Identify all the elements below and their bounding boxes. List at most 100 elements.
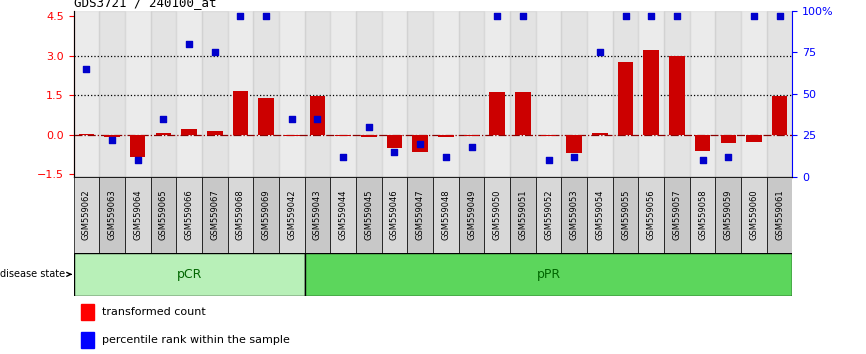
Bar bbox=[74, 253, 305, 296]
Text: GSM559044: GSM559044 bbox=[339, 190, 347, 240]
Bar bbox=[669, 56, 684, 135]
Text: percentile rank within the sample: percentile rank within the sample bbox=[102, 335, 290, 345]
Text: disease state: disease state bbox=[0, 269, 71, 279]
Text: GSM559046: GSM559046 bbox=[390, 190, 399, 240]
Bar bbox=[407, 177, 433, 253]
Bar bbox=[100, 11, 125, 177]
Bar bbox=[407, 11, 433, 177]
Bar bbox=[695, 135, 710, 150]
Bar bbox=[177, 177, 202, 253]
Bar bbox=[536, 177, 561, 253]
Text: GSM559063: GSM559063 bbox=[107, 190, 117, 240]
Bar bbox=[536, 11, 561, 177]
Bar bbox=[151, 11, 177, 177]
Bar bbox=[130, 135, 145, 157]
Bar bbox=[228, 11, 253, 177]
Bar bbox=[438, 135, 454, 137]
Bar bbox=[81, 304, 94, 320]
Bar bbox=[540, 135, 556, 136]
Bar bbox=[510, 177, 536, 253]
Point bbox=[105, 138, 119, 143]
Point bbox=[516, 13, 530, 18]
Bar bbox=[484, 11, 510, 177]
Point bbox=[464, 144, 478, 150]
Bar bbox=[766, 177, 792, 253]
Text: GSM559051: GSM559051 bbox=[519, 190, 527, 240]
Point bbox=[157, 116, 171, 122]
Bar bbox=[715, 11, 741, 177]
Text: GSM559068: GSM559068 bbox=[236, 190, 245, 240]
Bar bbox=[356, 11, 382, 177]
Text: GSM559057: GSM559057 bbox=[672, 190, 682, 240]
Point bbox=[593, 50, 607, 55]
Text: GSM559049: GSM559049 bbox=[467, 190, 476, 240]
Text: pCR: pCR bbox=[177, 268, 202, 281]
Bar bbox=[335, 135, 351, 136]
Bar bbox=[125, 177, 151, 253]
Bar bbox=[689, 11, 715, 177]
Bar bbox=[258, 98, 274, 135]
Point bbox=[208, 50, 222, 55]
Bar bbox=[433, 11, 459, 177]
Text: GSM559065: GSM559065 bbox=[159, 190, 168, 240]
Text: GSM559047: GSM559047 bbox=[416, 190, 424, 240]
Bar bbox=[207, 131, 223, 135]
Bar bbox=[489, 92, 505, 135]
Text: GSM559058: GSM559058 bbox=[698, 190, 707, 240]
Bar bbox=[433, 177, 459, 253]
Point bbox=[747, 13, 761, 18]
Text: GSM559062: GSM559062 bbox=[82, 190, 91, 240]
Point bbox=[259, 13, 273, 18]
Bar bbox=[561, 177, 587, 253]
Bar bbox=[721, 135, 736, 143]
Bar bbox=[464, 135, 479, 136]
Text: GDS3721 / 240100_at: GDS3721 / 240100_at bbox=[74, 0, 216, 10]
Point bbox=[670, 13, 684, 18]
Bar bbox=[643, 50, 659, 135]
Text: GSM559045: GSM559045 bbox=[365, 190, 373, 240]
Point bbox=[618, 13, 632, 18]
Bar bbox=[617, 62, 633, 135]
Bar bbox=[766, 11, 792, 177]
Bar bbox=[74, 11, 100, 177]
Point bbox=[336, 154, 350, 160]
Bar bbox=[592, 133, 608, 135]
Point bbox=[721, 154, 735, 160]
Point bbox=[131, 158, 145, 163]
Bar bbox=[81, 332, 94, 348]
Bar bbox=[459, 177, 484, 253]
Bar bbox=[746, 135, 761, 142]
Bar bbox=[305, 253, 792, 296]
Bar bbox=[233, 91, 249, 135]
Bar bbox=[310, 96, 326, 135]
Point bbox=[567, 154, 581, 160]
Bar bbox=[587, 11, 612, 177]
Text: GSM559066: GSM559066 bbox=[184, 190, 194, 240]
Text: GSM559069: GSM559069 bbox=[262, 190, 271, 240]
Bar bbox=[279, 177, 305, 253]
Bar bbox=[305, 177, 330, 253]
Bar bbox=[228, 177, 253, 253]
Text: GSM559059: GSM559059 bbox=[724, 190, 733, 240]
Text: pPR: pPR bbox=[536, 268, 560, 281]
Point bbox=[388, 149, 402, 155]
Bar bbox=[284, 135, 300, 136]
Text: GSM559052: GSM559052 bbox=[544, 190, 553, 240]
Text: GSM559064: GSM559064 bbox=[133, 190, 142, 240]
Bar bbox=[74, 177, 100, 253]
Bar bbox=[515, 92, 531, 135]
Bar bbox=[253, 177, 279, 253]
Bar bbox=[361, 135, 377, 137]
Bar bbox=[715, 177, 741, 253]
Bar bbox=[125, 11, 151, 177]
Bar bbox=[612, 177, 638, 253]
Text: GSM559054: GSM559054 bbox=[595, 190, 604, 240]
Point bbox=[234, 13, 248, 18]
Bar bbox=[105, 135, 120, 137]
Bar bbox=[387, 135, 402, 148]
Text: transformed count: transformed count bbox=[102, 307, 206, 316]
Text: GSM559067: GSM559067 bbox=[210, 190, 219, 240]
Text: GSM559055: GSM559055 bbox=[621, 190, 630, 240]
Bar bbox=[561, 11, 587, 177]
Bar bbox=[382, 11, 407, 177]
